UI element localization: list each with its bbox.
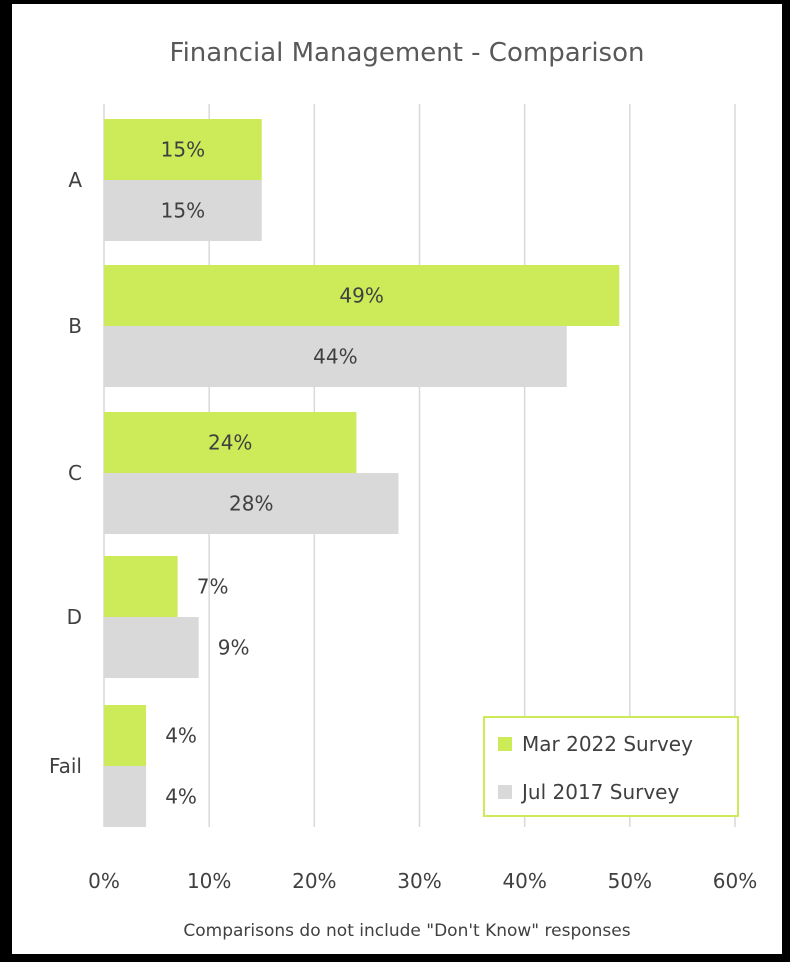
category-labels: A B C D Fail bbox=[49, 168, 82, 778]
bars bbox=[104, 119, 620, 827]
bar bbox=[104, 412, 357, 473]
legend-swatch bbox=[498, 785, 512, 799]
category-label: Fail bbox=[49, 754, 82, 778]
category-label: C bbox=[68, 461, 82, 485]
data-label: 49% bbox=[339, 284, 383, 308]
category-label: B bbox=[68, 314, 82, 338]
bar bbox=[104, 473, 399, 534]
category-label: A bbox=[68, 168, 82, 192]
bar-chart: Financial Management - Comparison 15%15%… bbox=[49, 38, 757, 941]
legend-swatch bbox=[498, 737, 512, 751]
data-labels: 15% 15% 49% 44% 24% 28% 7% 9% 4% 4% bbox=[161, 138, 384, 809]
data-label: 4% bbox=[165, 785, 197, 809]
x-tick-label: 60% bbox=[713, 869, 757, 893]
bar bbox=[104, 556, 178, 617]
legend-label: Jul 2017 Survey bbox=[520, 780, 679, 804]
bar bbox=[104, 119, 262, 180]
bar bbox=[104, 705, 147, 766]
data-label: 24% bbox=[208, 431, 252, 455]
bar bbox=[104, 265, 620, 326]
category-label: D bbox=[67, 605, 82, 629]
data-label: 4% bbox=[165, 724, 197, 748]
chart-card: Financial Management - Comparison 15% 15%… bbox=[12, 4, 782, 954]
footnote: Comparisons do not include "Don't Know" … bbox=[183, 921, 630, 941]
bar bbox=[104, 617, 199, 678]
x-tick-label: 10% bbox=[187, 869, 231, 893]
data-label: 7% bbox=[197, 575, 229, 599]
data-label: 9% bbox=[218, 636, 250, 660]
x-tick-label: 30% bbox=[397, 869, 441, 893]
x-tick-label: 20% bbox=[292, 869, 336, 893]
chart-title: Financial Management - Comparison bbox=[170, 38, 645, 68]
x-tick-label: 50% bbox=[608, 869, 652, 893]
bar bbox=[104, 766, 147, 827]
x-tick-labels: 0% 10% 20% 30% 40% 50% 60% bbox=[88, 869, 757, 893]
bar bbox=[104, 180, 262, 241]
bar bbox=[104, 326, 567, 387]
x-tick-label: 0% bbox=[88, 869, 120, 893]
data-label: 44% bbox=[313, 345, 357, 369]
legend-box bbox=[483, 716, 739, 817]
data-label: 28% bbox=[229, 492, 273, 516]
x-tick-label: 40% bbox=[502, 869, 546, 893]
data-label: 15% bbox=[161, 138, 205, 162]
legend: Mar 2022 Survey Jul 2017 Survey bbox=[483, 716, 739, 817]
legend-label: Mar 2022 Survey bbox=[522, 732, 693, 756]
data-label: 15% bbox=[161, 199, 205, 223]
